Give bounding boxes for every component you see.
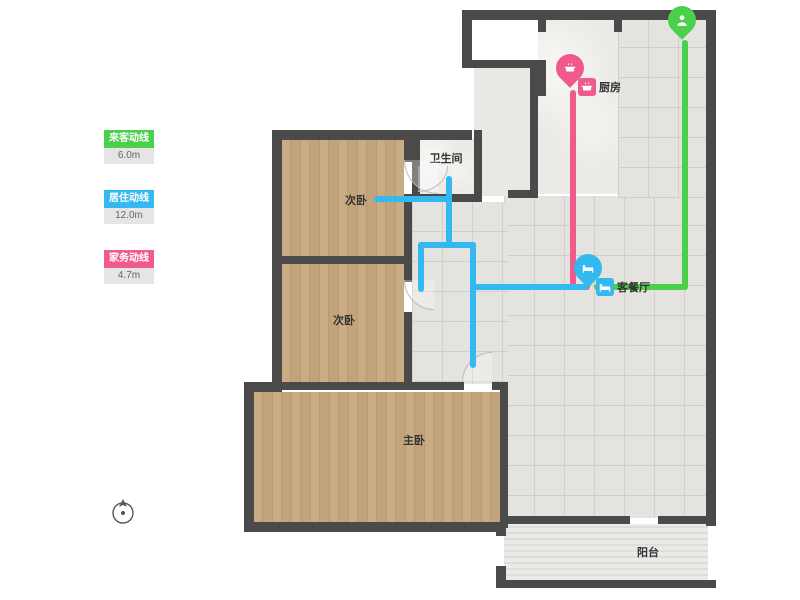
legend-living-tag: 居住动线 [104,190,154,208]
room-living_upper [618,18,708,198]
wall-12 [496,580,716,588]
wall-4 [706,10,716,526]
floor-plan: 卫生间次卧次卧主卧阳台厨房客餐厅 [244,10,716,590]
path-guest-0 [682,40,688,290]
wall-30 [658,516,714,524]
room-hall2 [474,66,532,196]
kitchen-marker-label-text: 厨房 [599,79,621,95]
room-label-masterbed: 主卧 [403,432,425,448]
path-living-0 [374,196,452,202]
wall-16 [404,256,412,282]
wall-9 [244,522,504,532]
room-kitchen [538,18,618,194]
room-masterbed [254,392,500,524]
room-label-bedroom2a: 次卧 [345,192,367,208]
wall-27 [538,18,546,32]
path-living-6 [470,242,476,290]
wall-24 [474,130,482,200]
path-living-2 [446,196,452,248]
room-balcony [504,524,708,582]
legend-living: 居住动线 12.0m [104,190,154,224]
room-label-balcony: 阳台 [637,544,659,560]
room-livingdining [504,196,708,518]
path-living-7 [470,284,588,290]
wall-21 [500,382,508,528]
wall-15 [280,256,412,264]
kitchen-marker-label: 厨房 [578,78,621,96]
path-living-4 [418,242,424,292]
legend-chore-value: 4.7m [104,268,154,284]
wall-29 [500,516,630,524]
legend-guest-value: 6.0m [104,148,154,164]
living-marker-label-text: 客餐厅 [617,279,650,295]
wall-18 [280,382,412,390]
wall-13 [404,136,412,162]
legend-chore-tag: 家务动线 [104,250,154,268]
legend-chore: 家务动线 4.7m [104,250,154,284]
entrance-marker [668,6,696,44]
room-label-bedroom2b: 次卧 [333,312,355,328]
wall-17 [404,312,412,390]
wall-1 [462,10,472,66]
path-living-8 [470,284,476,368]
wall-26 [508,190,538,198]
legend-guest-tag: 来客动线 [104,130,154,148]
legend-guest: 来客动线 6.0m [104,130,154,164]
wall-19 [404,382,464,390]
living-marker-label: 客餐厅 [596,278,650,296]
wall-3 [538,60,546,96]
wall-28 [614,18,622,32]
wall-5 [272,130,472,140]
wall-14 [404,194,412,264]
wall-25 [530,60,538,196]
compass-icon [108,496,138,526]
wall-8 [244,382,254,530]
legend-living-value: 12.0m [104,208,154,224]
